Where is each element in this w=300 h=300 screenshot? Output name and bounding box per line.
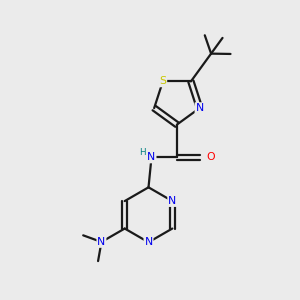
- Text: S: S: [159, 76, 166, 86]
- Text: N: N: [147, 152, 156, 163]
- Text: H: H: [139, 148, 145, 157]
- Text: N: N: [97, 237, 106, 247]
- Text: N: N: [144, 237, 153, 247]
- Text: N: N: [196, 103, 204, 113]
- Text: O: O: [207, 152, 215, 163]
- Text: N: N: [168, 196, 176, 206]
